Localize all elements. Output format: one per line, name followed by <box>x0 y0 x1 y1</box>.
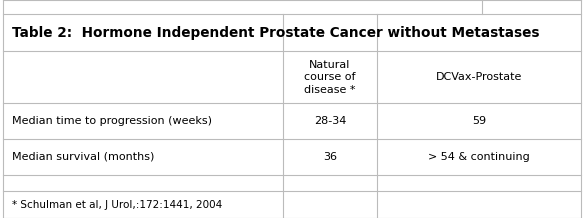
Text: > 54 & continuing: > 54 & continuing <box>428 152 530 162</box>
Text: 36: 36 <box>323 152 337 162</box>
Text: 28-34: 28-34 <box>314 116 346 126</box>
Text: 59: 59 <box>472 116 486 126</box>
Text: Table 2:  Hormone Independent Prostate Cancer without Metastases: Table 2: Hormone Independent Prostate Ca… <box>12 26 539 40</box>
Text: Median survival (months): Median survival (months) <box>12 152 154 162</box>
Text: DCVax-Prostate: DCVax-Prostate <box>436 72 522 82</box>
Text: Natural
course of
disease *: Natural course of disease * <box>304 60 356 95</box>
Text: * Schulman et al, J Urol,:172:1441, 2004: * Schulman et al, J Urol,:172:1441, 2004 <box>12 200 222 210</box>
Text: Median time to progression (weeks): Median time to progression (weeks) <box>12 116 211 126</box>
